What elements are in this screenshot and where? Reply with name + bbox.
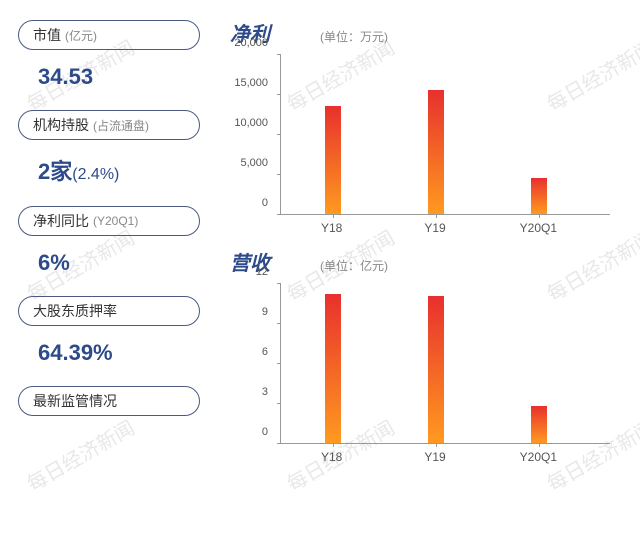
y-tick-label: 0 <box>262 197 268 209</box>
metric-sublabel: (Y20Q1) <box>93 214 138 228</box>
y-tick-label: 15,000 <box>234 77 268 89</box>
metric-pill: 最新监管情况 <box>18 386 200 416</box>
chart-bar <box>531 178 547 214</box>
x-tick-label: Y20Q1 <box>520 450 557 464</box>
metric-pill: 机构持股(占流通盘) <box>18 110 200 140</box>
x-tick-label: Y18 <box>321 221 342 235</box>
metric-pill: 大股东质押率 <box>18 296 200 326</box>
metric-value: 2家(2.4%) <box>38 154 200 186</box>
x-tick-label: Y20Q1 <box>520 221 557 235</box>
revenue-chart-unit: (单位：亿元) <box>320 257 388 274</box>
metric-label: 净利同比 <box>33 211 89 231</box>
chart-bar <box>325 294 341 443</box>
metric-sublabel: (亿元) <box>65 27 97 44</box>
metric-value: 64.39% <box>38 340 200 366</box>
metric-label: 市值 <box>33 25 61 45</box>
profit-chart-unit: (单位：万元) <box>320 28 388 45</box>
metric-pill: 市值(亿元) <box>18 20 200 50</box>
metric-label: 最新监管情况 <box>33 391 117 411</box>
revenue-chart: 036912Y18Y19Y20Q1 <box>230 284 610 464</box>
chart-bar <box>428 296 444 443</box>
metric-label: 大股东质押率 <box>33 301 117 321</box>
revenue-chart-block: 营收 (单位：亿元) 036912Y18Y19Y20Q1 <box>220 247 610 464</box>
x-tick-label: Y18 <box>321 450 342 464</box>
metric-sublabel: (占流通盘) <box>93 117 149 134</box>
y-tick-label: 10,000 <box>234 117 268 129</box>
y-tick-label: 20,000 <box>234 37 268 49</box>
left-metrics-panel: 市值(亿元) 34.53 机构持股(占流通盘) 2家(2.4%) 净利同比 (Y20Q1)… <box>0 0 215 545</box>
y-tick-label: 9 <box>262 306 268 318</box>
chart-bar <box>325 106 341 214</box>
profit-chart: 05,00010,00015,00020,000Y18Y19Y20Q1 <box>230 55 610 235</box>
metric-value: 6% <box>38 250 200 276</box>
y-tick-label: 0 <box>262 426 268 438</box>
chart-bar <box>531 406 547 443</box>
y-tick-label: 3 <box>262 386 268 398</box>
y-tick-label: 5,000 <box>240 157 268 169</box>
metric-pill: 净利同比 (Y20Q1) <box>18 206 200 236</box>
metric-value: 34.53 <box>38 64 200 90</box>
x-tick-label: Y19 <box>424 221 445 235</box>
profit-chart-block: 净利 (单位：万元) 05,00010,00015,00020,000Y18Y1… <box>220 18 610 235</box>
metric-label: 机构持股 <box>33 115 89 135</box>
chart-bar <box>428 90 444 214</box>
metric-value-sub: (2.4%) <box>72 166 119 183</box>
y-tick-label: 12 <box>256 266 268 278</box>
right-charts-panel: 净利 (单位：万元) 05,00010,00015,00020,000Y18Y1… <box>215 0 640 545</box>
y-tick-label: 6 <box>262 346 268 358</box>
x-tick-label: Y19 <box>424 450 445 464</box>
